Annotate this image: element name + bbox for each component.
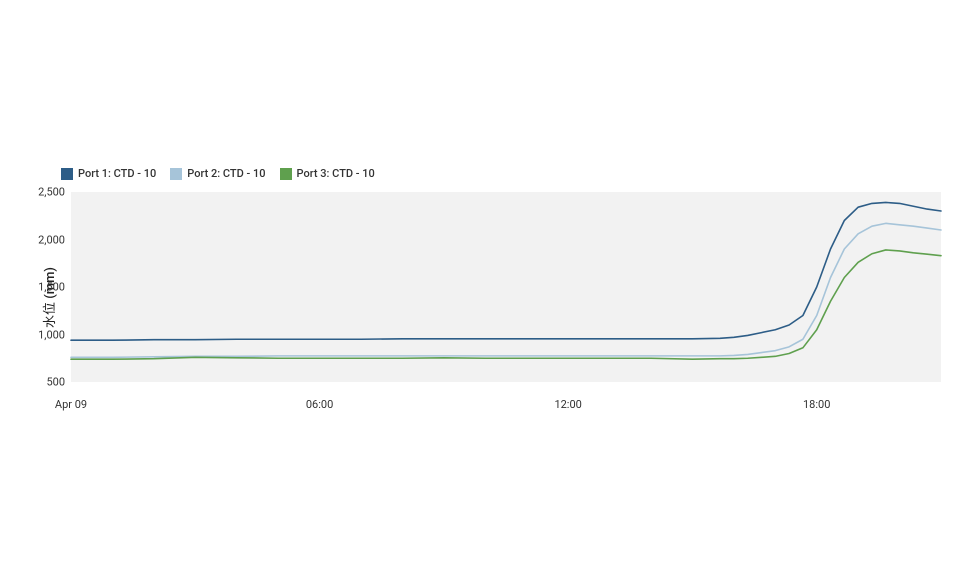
y-tick-label: 1,000: [25, 328, 65, 341]
legend-label: Port 3: CTD - 10: [297, 167, 375, 180]
plot-area: [71, 192, 941, 382]
series-line: [71, 250, 941, 359]
y-axis-title: 水位 (mm): [39, 267, 58, 328]
legend-swatch: [61, 168, 73, 180]
legend-label: Port 1: CTD - 10: [78, 167, 156, 180]
y-tick-label: 2,000: [25, 233, 65, 246]
x-tick-label: 06:00: [306, 398, 333, 411]
legend-item[interactable]: Port 1: CTD - 10: [61, 167, 156, 180]
y-tick-label: 500: [25, 376, 65, 389]
x-tick-label: 18:00: [803, 398, 830, 411]
chart-legend: Port 1: CTD - 10 Port 2: CTD - 10 Port 3: …: [61, 167, 375, 180]
legend-item[interactable]: Port 2: CTD - 10: [170, 167, 265, 180]
legend-label: Port 2: CTD - 10: [187, 167, 265, 180]
water-level-chart: Port 1: CTD - 10 Port 2: CTD - 10 Port 3: …: [0, 0, 959, 578]
x-tick-label: Apr 09: [55, 398, 87, 411]
chart-lines: [71, 192, 941, 382]
y-tick-label: 1,500: [25, 281, 65, 294]
series-line: [71, 202, 941, 340]
legend-item[interactable]: Port 3: CTD - 10: [280, 167, 375, 180]
x-tick-label: 12:00: [554, 398, 581, 411]
legend-swatch: [280, 168, 292, 180]
legend-swatch: [170, 168, 182, 180]
y-tick-label: 2,500: [25, 186, 65, 199]
